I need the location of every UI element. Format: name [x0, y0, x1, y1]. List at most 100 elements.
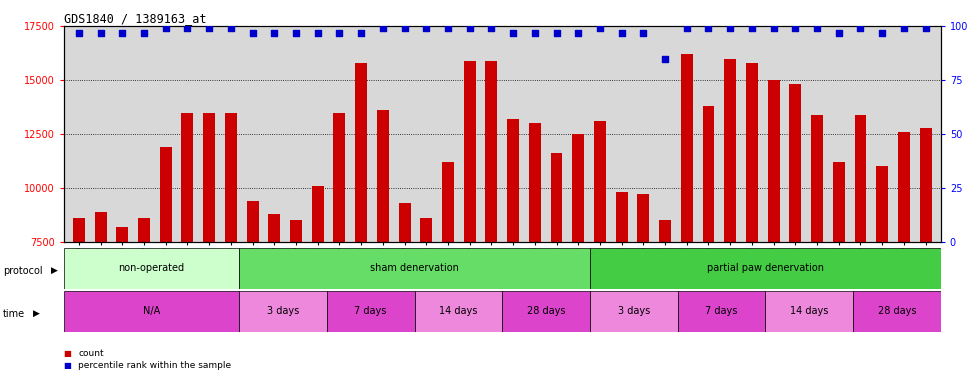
Bar [442, 162, 454, 242]
Point [288, 30, 304, 36]
Point [354, 30, 369, 36]
Bar [464, 61, 475, 242]
Bar [615, 192, 627, 242]
Point [245, 30, 261, 36]
Bar [502, 291, 590, 332]
Point [809, 26, 825, 32]
Text: 28 days: 28 days [527, 306, 565, 316]
Bar [117, 227, 128, 242]
Text: 3 days: 3 days [267, 306, 299, 316]
Text: sham denervation: sham denervation [370, 263, 459, 273]
Point [223, 26, 239, 32]
Bar [681, 54, 693, 242]
Bar [420, 218, 432, 242]
Bar [312, 186, 323, 242]
Point [570, 30, 586, 36]
Bar [919, 128, 932, 242]
Bar [703, 106, 714, 242]
Bar [73, 218, 85, 242]
Bar [853, 291, 941, 332]
Bar [855, 115, 866, 242]
Point [831, 30, 847, 36]
Point [93, 30, 109, 36]
Point [72, 30, 87, 36]
Bar [239, 291, 327, 332]
Point [744, 26, 760, 32]
Text: 14 days: 14 days [790, 306, 828, 316]
Bar [765, 291, 853, 332]
Point [853, 26, 868, 32]
Bar [64, 248, 239, 289]
Text: 7 days: 7 days [706, 306, 738, 316]
Point [722, 26, 738, 32]
Text: 14 days: 14 days [439, 306, 477, 316]
Text: 7 days: 7 days [355, 306, 387, 316]
Bar [529, 123, 541, 242]
Point [179, 26, 195, 32]
Bar [724, 58, 736, 242]
Text: GDS1840 / 1389163_at: GDS1840 / 1389163_at [64, 12, 206, 25]
Bar [811, 115, 823, 242]
Bar [678, 291, 765, 332]
Point [788, 26, 804, 32]
Bar [333, 112, 345, 242]
Point [506, 30, 521, 36]
Point [896, 26, 911, 32]
Bar [833, 162, 845, 242]
Bar [355, 63, 368, 242]
Bar [746, 63, 758, 242]
Point [310, 30, 325, 36]
Text: percentile rank within the sample: percentile rank within the sample [78, 361, 231, 370]
Point [136, 30, 152, 36]
Point [483, 26, 499, 32]
Point [917, 26, 933, 32]
Point [115, 30, 130, 36]
Point [527, 30, 543, 36]
Text: ■: ■ [64, 349, 72, 358]
Text: count: count [78, 349, 104, 358]
Bar [590, 248, 941, 289]
Point [462, 26, 477, 32]
Bar [224, 112, 237, 242]
Text: ▶: ▶ [33, 309, 40, 318]
Point [874, 30, 890, 36]
Bar [767, 80, 780, 242]
Point [549, 30, 564, 36]
Point [679, 26, 695, 32]
Bar [377, 110, 389, 242]
Point [701, 26, 716, 32]
Bar [660, 220, 671, 242]
Bar [239, 248, 590, 289]
Text: ▶: ▶ [51, 266, 58, 275]
Bar [551, 153, 563, 242]
Bar [590, 291, 678, 332]
Text: ■: ■ [64, 361, 72, 370]
Bar [326, 291, 415, 332]
Point [331, 30, 347, 36]
Text: protocol: protocol [3, 266, 42, 276]
Bar [64, 291, 239, 332]
Bar [789, 84, 802, 242]
Text: time: time [3, 309, 25, 319]
Bar [572, 134, 584, 242]
Point [158, 26, 173, 32]
Bar [507, 119, 519, 242]
Point [267, 30, 282, 36]
Text: non-operated: non-operated [119, 263, 184, 273]
Text: N/A: N/A [143, 306, 160, 316]
Point [440, 26, 456, 32]
Bar [415, 291, 502, 332]
Point [658, 56, 673, 62]
Point [418, 26, 434, 32]
Bar [160, 147, 172, 242]
Bar [247, 201, 259, 242]
Bar [290, 220, 302, 242]
Text: partial paw denervation: partial paw denervation [707, 263, 824, 273]
Bar [181, 112, 193, 242]
Point [592, 26, 608, 32]
Point [201, 26, 217, 32]
Text: 3 days: 3 days [617, 306, 650, 316]
Point [397, 26, 413, 32]
Point [765, 26, 781, 32]
Point [613, 30, 629, 36]
